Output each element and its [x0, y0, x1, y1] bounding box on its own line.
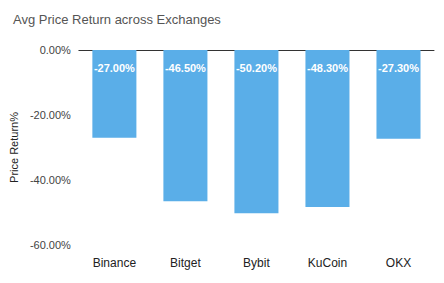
svg-text:-20.00%: -20.00% [30, 109, 71, 121]
svg-text:-27.00%: -27.00% [94, 62, 135, 74]
svg-text:-60.00%: -60.00% [30, 239, 71, 251]
svg-text:Bitget: Bitget [170, 256, 201, 270]
svg-text:Avg Price Return across Exchan: Avg Price Return across Exchanges [13, 12, 221, 27]
svg-text:-48.30%: -48.30% [307, 62, 348, 74]
svg-text:-50.20%: -50.20% [236, 62, 277, 74]
svg-text:Bybit: Bybit [243, 256, 270, 270]
svg-text:KuCoin: KuCoin [308, 256, 347, 270]
svg-text:0.00%: 0.00% [40, 44, 71, 56]
svg-text:-27.30%: -27.30% [378, 62, 419, 74]
svg-text:OKX: OKX [386, 256, 411, 270]
svg-text:Price Return%: Price Return% [8, 112, 20, 183]
svg-text:-40.00%: -40.00% [30, 174, 71, 186]
svg-text:-46.50%: -46.50% [165, 62, 206, 74]
svg-text:Binance: Binance [93, 256, 137, 270]
